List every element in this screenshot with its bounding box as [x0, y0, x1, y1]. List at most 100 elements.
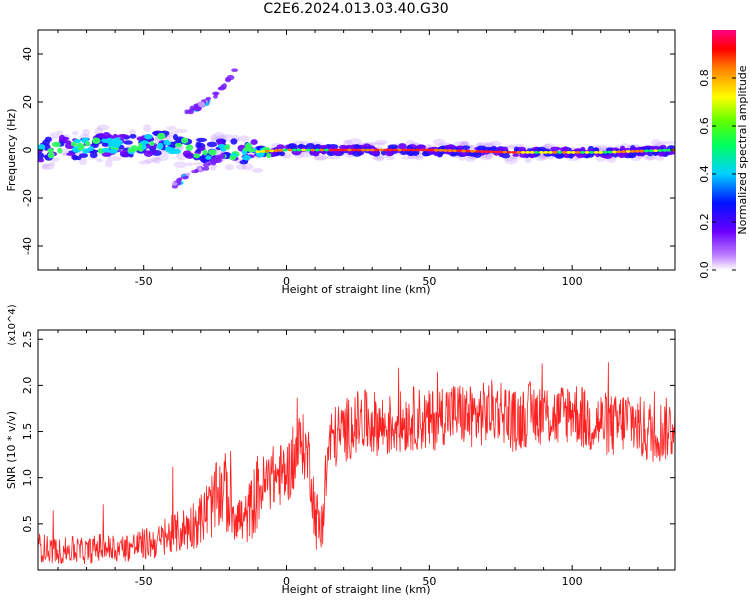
heat-halo: [42, 163, 50, 170]
heat-halo: [345, 139, 353, 146]
heat-ridge: [561, 151, 567, 154]
x-axis-label: Height of straight line (km): [281, 283, 430, 296]
heat-ridge: [511, 150, 517, 154]
heat-halo: [209, 163, 217, 171]
heat-halo: [49, 132, 60, 140]
heat-halo: [314, 154, 328, 161]
heat-core: [206, 141, 218, 147]
heat-ridge: [589, 151, 594, 154]
heat-halo: [173, 161, 188, 169]
heat-blob: [101, 138, 109, 143]
heat-blob: [247, 148, 256, 153]
heat-blob: [70, 141, 77, 147]
heat-blob: [149, 141, 155, 147]
colorbar-tick-label: 0.6: [698, 117, 711, 135]
heat-branch: [202, 166, 210, 171]
heat-ridge: [543, 151, 549, 154]
heat-halo: [213, 131, 225, 140]
heat-branch: [205, 96, 211, 101]
heat-ridge: [657, 149, 663, 152]
heat-blob: [157, 132, 166, 140]
heat-blob: [84, 141, 91, 147]
heat-ridge: [438, 148, 444, 152]
heat-ridge: [538, 151, 544, 154]
heat-blob: [57, 147, 63, 154]
heat-ridge: [314, 148, 320, 152]
heat-halo: [241, 163, 254, 171]
heat-halo: [166, 125, 177, 130]
heat-halo: [252, 168, 264, 173]
heat-ridge: [570, 151, 576, 154]
heat-ridge: [612, 150, 617, 154]
heat-blob: [51, 141, 61, 148]
heat-ridge: [534, 151, 540, 154]
heat-core: [78, 153, 89, 158]
heat-ridge: [420, 148, 425, 152]
y-tick-label: 0.5: [21, 515, 34, 533]
y-axis-label: SNR (10 * v/v): [5, 411, 18, 489]
heat-blob: [168, 147, 176, 155]
heat-core: [44, 136, 52, 143]
x-tick-label: 0: [283, 575, 290, 588]
heat-core: [287, 143, 298, 151]
heat-halo: [174, 128, 188, 134]
x-tick-label: 100: [562, 275, 583, 288]
heat-ridge: [319, 148, 325, 152]
heat-core: [276, 144, 285, 150]
heat-ridge: [602, 150, 608, 154]
heat-halo: [96, 124, 110, 131]
heat-core: [117, 134, 128, 138]
heat-blob: [141, 144, 147, 150]
heat-ridge: [301, 148, 307, 152]
heat-ridge: [424, 148, 430, 152]
heat-blob: [38, 144, 46, 151]
heat-core: [576, 153, 585, 159]
heat-ridge: [429, 148, 435, 152]
heat-halo: [56, 130, 64, 135]
heat-halo: [343, 139, 350, 147]
heat-halo: [237, 135, 250, 142]
heat-halo: [143, 124, 152, 132]
heat-halo: [524, 157, 532, 164]
heat-halo: [460, 141, 470, 147]
heat-core: [400, 150, 408, 156]
heat-ridge: [662, 148, 668, 152]
heat-ridge: [575, 151, 581, 154]
colorbar-tick-label: 0.2: [698, 213, 711, 231]
heat-ridge: [644, 149, 649, 153]
heat-ridge: [653, 149, 658, 153]
heat-ridge: [296, 148, 302, 152]
heat-blob: [205, 155, 212, 160]
heat-core: [353, 144, 361, 150]
heat-branch: [202, 162, 211, 167]
x-tick-label: 50: [422, 575, 436, 588]
heat-halo: [401, 155, 415, 160]
heat-ridge: [447, 149, 453, 152]
heat-ridge: [452, 149, 457, 153]
heat-core: [421, 151, 429, 156]
heat-ridge: [493, 150, 499, 154]
heat-ridge: [310, 148, 316, 152]
heat-blob: [82, 148, 91, 154]
heat-core: [66, 152, 76, 156]
heat-blob: [193, 153, 201, 159]
y-tick-label: 20: [21, 95, 34, 109]
heat-core: [195, 149, 202, 153]
heat-halo: [374, 139, 388, 145]
heat-halo: [368, 141, 377, 146]
heat-core: [385, 150, 395, 157]
heat-core: [513, 146, 519, 152]
heat-blob: [47, 151, 55, 159]
heat-ridge: [648, 149, 654, 153]
heat-core: [75, 155, 82, 161]
x-tick-label: -50: [135, 575, 153, 588]
heat-core: [476, 145, 487, 150]
heat-ridge: [342, 148, 348, 152]
heat-blob: [174, 142, 183, 148]
heat-ridge: [506, 150, 512, 154]
heat-halo: [661, 140, 675, 144]
heat-branch: [171, 181, 178, 186]
heat-ridge: [397, 148, 403, 152]
heat-blob: [73, 138, 81, 144]
x-tick-label: -50: [135, 275, 153, 288]
